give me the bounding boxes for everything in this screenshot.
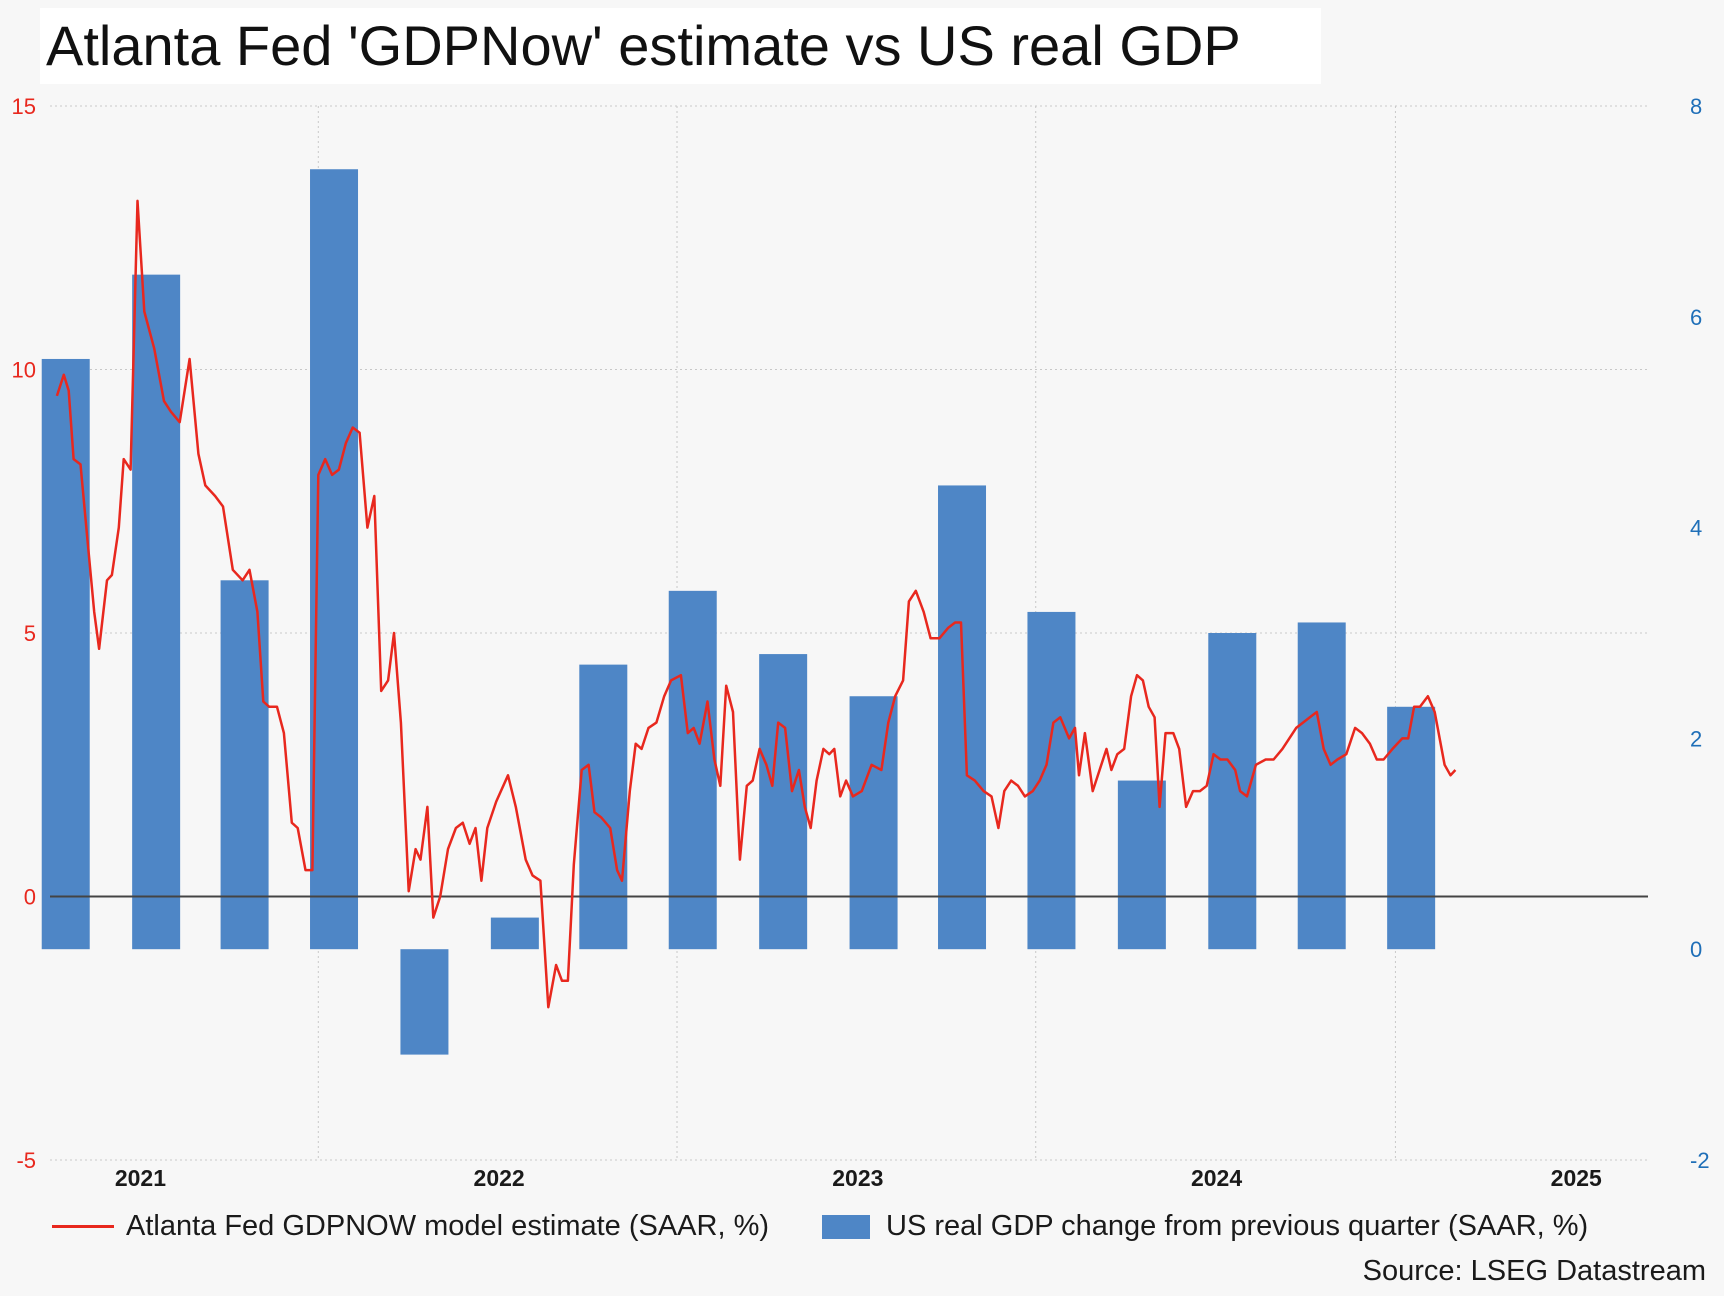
right-tick-label: 0	[1690, 937, 1702, 962]
source-note: Source: LSEG Datastream	[1362, 1255, 1706, 1287]
left-tick-label: 5	[24, 621, 36, 646]
legend-bar-swatch	[822, 1214, 870, 1239]
left-tick-label: -5	[16, 1148, 36, 1173]
gdp-bar	[759, 654, 808, 950]
right-axis-ticks: 8 6 4 2 0 -2	[1690, 94, 1710, 1173]
x-tick-label: 2023	[832, 1165, 883, 1191]
x-axis-ticks: 2021 2022 2023 2024 2025	[115, 1165, 1602, 1191]
grid-lines	[50, 105, 1648, 1161]
gdp-bar	[400, 949, 449, 1055]
gdp-bars	[41, 169, 1436, 1055]
right-tick-label: -2	[1690, 1148, 1710, 1173]
x-tick-label: 2025	[1551, 1165, 1602, 1191]
legend-label-gdpnow: Atlanta Fed GDPNOW model estimate (SAAR,…	[126, 1210, 770, 1242]
gdp-bar	[1387, 706, 1436, 950]
right-tick-label: 4	[1690, 516, 1702, 541]
chart-canvas: 15 10 5 0 -5 8 6 4 2 0 -2 2021 2022 2023 2024 2025	[12, 94, 1710, 1191]
left-tick-label: 0	[24, 885, 36, 910]
left-tick-label: 15	[12, 94, 36, 119]
right-tick-label: 6	[1690, 305, 1702, 330]
gdp-bar	[490, 917, 539, 950]
legend-item-gdp: US real GDP change from previous quarter…	[822, 1210, 1588, 1243]
gdp-bar	[849, 696, 898, 950]
x-tick-label: 2022	[474, 1165, 525, 1191]
legend-item-gdpnow: Atlanta Fed GDPNOW model estimate (SAAR,…	[52, 1210, 769, 1243]
left-axis-ticks: 15 10 5 0 -5	[12, 94, 36, 1173]
gdp-bar	[1297, 622, 1346, 950]
gdp-bar	[579, 664, 628, 950]
gdp-bar	[41, 358, 90, 950]
right-tick-label: 2	[1690, 726, 1702, 751]
gdpnow-line	[55, 199, 1457, 1009]
chart-title: Atlanta Fed 'GDPNow' estimate vs US real…	[40, 8, 1321, 84]
gdp-bar	[668, 590, 717, 950]
gdp-bar	[938, 485, 987, 950]
left-tick-label: 10	[12, 358, 36, 383]
x-tick-label: 2021	[115, 1165, 166, 1191]
legend-line-swatch	[52, 1225, 114, 1228]
gdp-bar	[220, 580, 269, 950]
x-tick-label: 2024	[1191, 1165, 1242, 1191]
gdp-bar	[1117, 780, 1166, 950]
gdp-bar	[132, 274, 181, 950]
legend: Atlanta Fed GDPNOW model estimate (SAAR,…	[0, 1210, 1724, 1250]
gdp-bar	[1027, 611, 1076, 950]
right-tick-label: 8	[1690, 94, 1702, 119]
legend-label-gdp: US real GDP change from previous quarter…	[886, 1210, 1589, 1242]
